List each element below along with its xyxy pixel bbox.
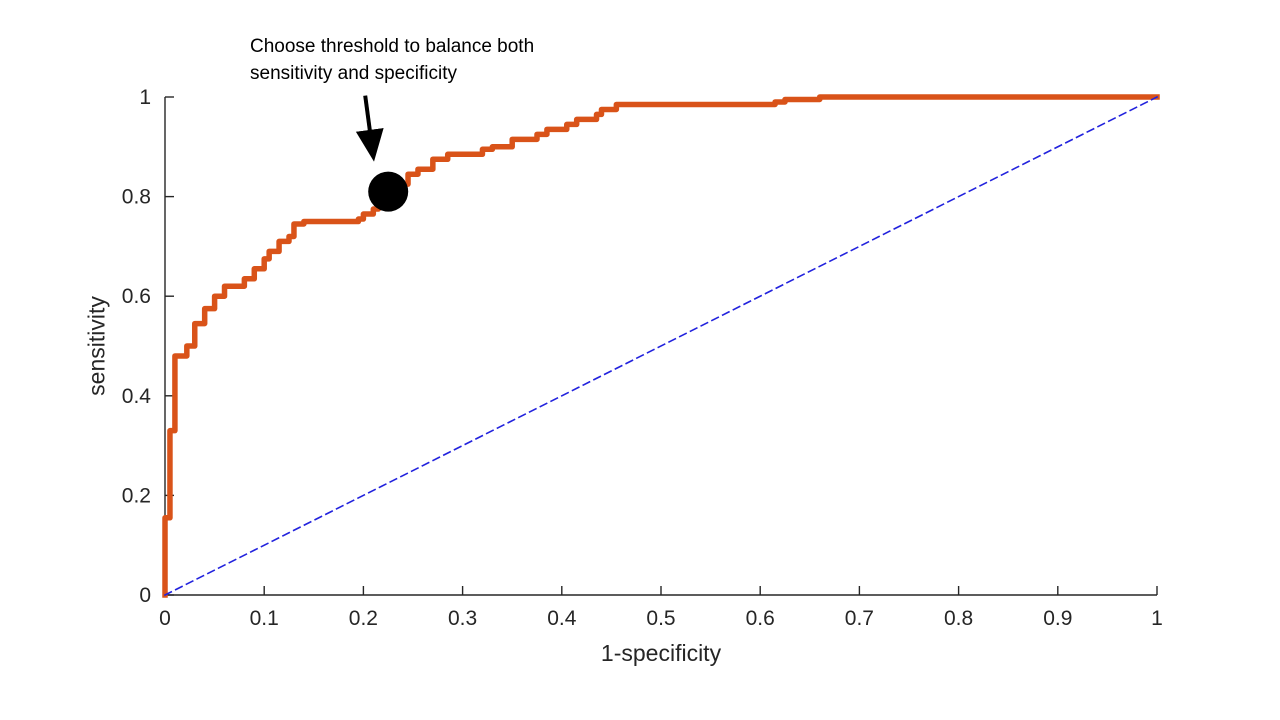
y-tick-label: 0.2 — [122, 484, 151, 507]
x-tick-label: 0.8 — [944, 607, 973, 630]
x-tick-label: 0.2 — [349, 607, 378, 630]
annotation-arrow — [355, 95, 384, 162]
annotation-text: Choose threshold to balance both sensiti… — [250, 36, 535, 84]
threshold-marker — [368, 171, 409, 212]
chance-diagonal — [163, 95, 1159, 597]
y-tick-label: 1 — [139, 86, 151, 109]
x-tick-label: 0.1 — [250, 607, 279, 630]
x-tick-label: 0.5 — [646, 607, 675, 630]
y-tick-label: 0.6 — [122, 285, 151, 308]
x-tick-label: 0.4 — [547, 607, 577, 630]
y-axis-label: sensitivity — [83, 296, 110, 396]
y-tick-label: 0.8 — [122, 186, 151, 209]
x-tick-label: 0.7 — [845, 607, 874, 630]
x-tick-label: 1 — [1151, 607, 1163, 630]
roc-curve — [162, 94, 1160, 598]
y-tick-label: 0 — [139, 584, 151, 607]
y-tick-label: 0.4 — [122, 385, 152, 408]
x-axis-label: 1-specificity — [600, 640, 722, 666]
x-tick-label: 0.6 — [746, 607, 775, 630]
x-tick-label: 0 — [159, 607, 171, 630]
x-tick-label: 0.9 — [1043, 607, 1072, 630]
x-tick-label: 0.3 — [448, 607, 477, 630]
